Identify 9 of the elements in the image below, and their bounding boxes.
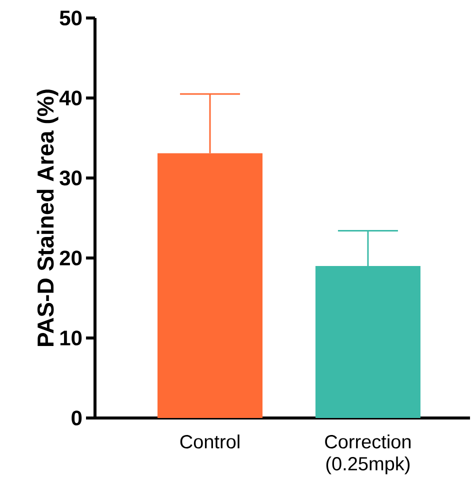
x-tick-label: Correction (0.25mpk) xyxy=(325,434,411,474)
y-tick-label: 10 xyxy=(60,330,82,346)
y-tick-label: 50 xyxy=(60,10,82,26)
y-tick-label: 20 xyxy=(60,250,82,266)
y-tick-label: 40 xyxy=(59,90,82,106)
y-tick-label: 30 xyxy=(60,170,82,186)
x-tick-label: Control xyxy=(180,434,240,448)
y-tick-label: 0 xyxy=(72,410,82,426)
y-axis-title: PAS-D Stained Area (%) xyxy=(36,90,58,346)
